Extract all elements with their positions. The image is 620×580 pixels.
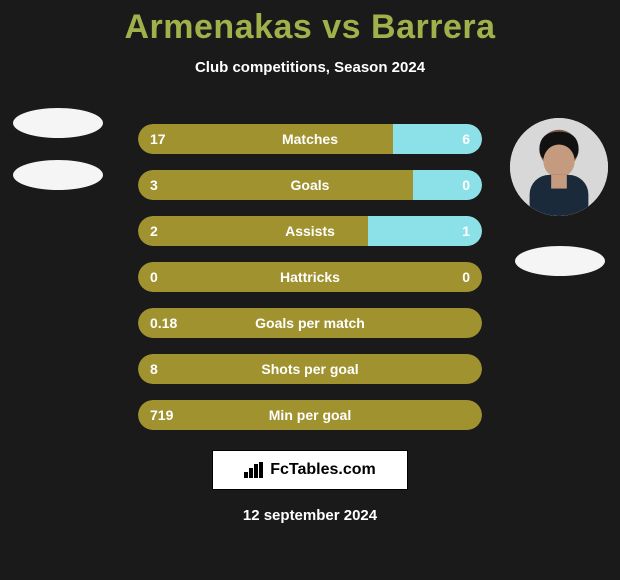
stat-label: Goals per match — [255, 315, 365, 331]
stat-value-right: 0 — [462, 269, 470, 285]
stat-value-left: 2 — [150, 223, 158, 239]
stat-value-left: 0.18 — [150, 315, 177, 331]
stat-value-right: 1 — [462, 223, 470, 239]
footer-brand-text: FcTables.com — [270, 461, 376, 479]
footer-logo[interactable]: FcTables.com — [212, 450, 408, 490]
chart-icon — [244, 462, 264, 478]
person-icon — [510, 118, 608, 216]
stat-row: 719 Min per goal — [138, 400, 482, 430]
right-player-block — [510, 118, 610, 276]
stat-value-left: 0 — [150, 269, 158, 285]
stat-value-left: 3 — [150, 177, 158, 193]
stat-row: 8 Shots per goal — [138, 354, 482, 384]
stat-label: Hattricks — [280, 269, 340, 285]
stat-row: 17 6 Matches — [138, 124, 482, 154]
page-title: Armenakas vs Barrera — [0, 0, 620, 47]
right-player-avatar — [510, 118, 608, 216]
stat-value-left: 17 — [150, 131, 166, 147]
stat-bar-right — [413, 170, 482, 200]
stat-value-right: 0 — [462, 177, 470, 193]
left-player-name-placeholder — [13, 160, 103, 190]
right-player-name-placeholder — [515, 246, 605, 276]
stat-label: Min per goal — [269, 407, 351, 423]
stat-label: Matches — [282, 131, 338, 147]
stat-label: Goals — [291, 177, 330, 193]
subtitle: Club competitions, Season 2024 — [0, 59, 620, 76]
date-text: 12 september 2024 — [243, 507, 377, 524]
left-player-avatar-placeholder — [13, 108, 103, 138]
stat-row: 2 1 Assists — [138, 216, 482, 246]
stat-label: Shots per goal — [261, 361, 358, 377]
stat-value-left: 719 — [150, 407, 173, 423]
stat-value-left: 8 — [150, 361, 158, 377]
stat-row: 0 0 Hattricks — [138, 262, 482, 292]
stat-row: 0.18 Goals per match — [138, 308, 482, 338]
stat-label: Assists — [285, 223, 335, 239]
stat-row: 3 0 Goals — [138, 170, 482, 200]
left-player-block — [8, 108, 108, 190]
stat-value-right: 6 — [462, 131, 470, 147]
stats-bars: 17 6 Matches 3 0 Goals 2 1 Assists 0 0 Hattricks 0.1… — [138, 124, 482, 446]
